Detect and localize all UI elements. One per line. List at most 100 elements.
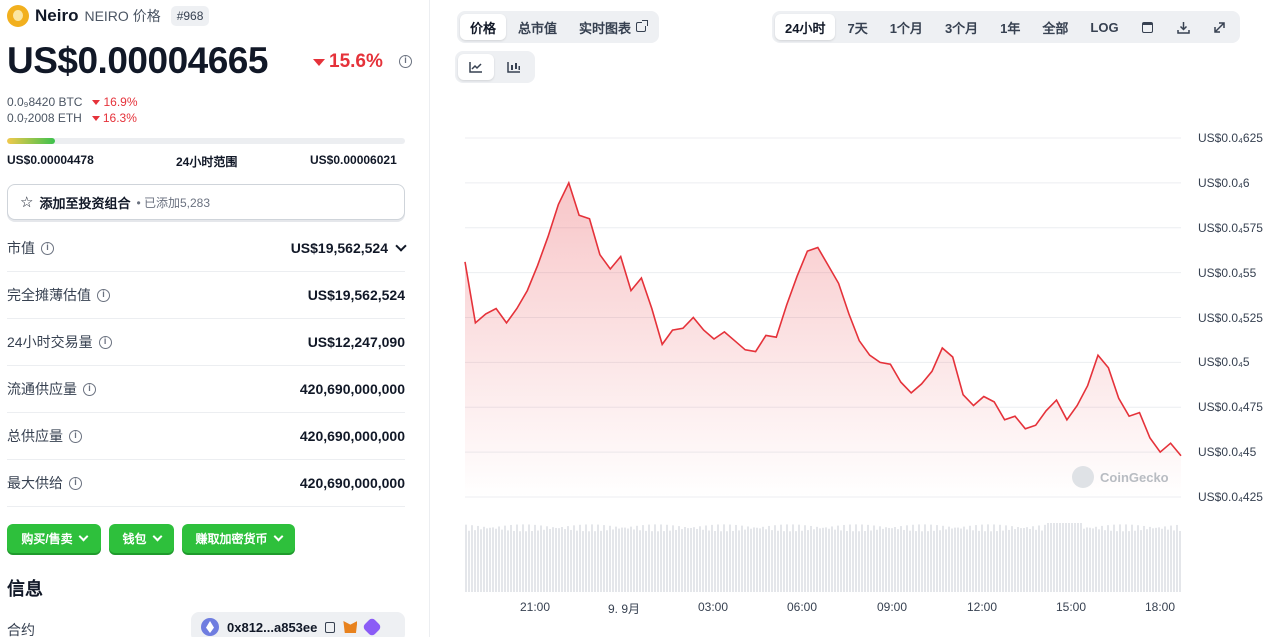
- tab-live-chart-label: 实时图表: [579, 20, 632, 36]
- range-3m[interactable]: 3个月: [935, 14, 988, 40]
- info-icon[interactable]: [98, 335, 112, 349]
- volume-bar: [693, 527, 695, 592]
- stat-row-total-supply: 总供应量 420,690,000,000: [7, 413, 405, 460]
- volume-bar: [780, 524, 782, 592]
- volume-bar: [813, 529, 815, 592]
- x-tick-label: 03:00: [697, 600, 729, 614]
- volume-bar: [657, 531, 659, 592]
- stat-value[interactable]: US$19,562,524: [291, 240, 407, 256]
- volume-bar: [486, 528, 488, 592]
- volume-bar: [549, 528, 551, 592]
- volume-bar: [615, 526, 617, 592]
- volume-bar: [1092, 528, 1094, 592]
- stat-label-text: 市值: [7, 240, 35, 256]
- earn-crypto-button[interactable]: 赚取加密货币: [182, 524, 295, 553]
- range-24h[interactable]: 24小时: [775, 14, 836, 40]
- add-to-portfolio-button[interactable]: ☆ 添加至投资组合 • 已添加5,283: [7, 184, 405, 220]
- candlestick-icon: [507, 62, 520, 73]
- volume-bar: [759, 528, 761, 592]
- volume-bar: [1065, 523, 1067, 592]
- volume-bar: [540, 525, 542, 592]
- volume-bar: [723, 524, 725, 592]
- volume-bar: [894, 526, 896, 592]
- tab-live-chart[interactable]: 实时图表: [569, 14, 656, 40]
- volume-bar: [825, 527, 827, 592]
- volume-bar: [570, 529, 572, 592]
- volume-bar: [1032, 526, 1034, 592]
- volume-bar: [477, 525, 479, 592]
- candlestick-toggle[interactable]: [496, 54, 532, 80]
- volume-bar: [1062, 523, 1064, 592]
- range-1m[interactable]: 1个月: [880, 14, 933, 40]
- price-change-value: 15.6%: [329, 51, 383, 72]
- price-chart[interactable]: US$0.0₄625 US$0.0₄6 US$0.0₄575 US$0.0₄55 US$…: [445, 95, 1276, 637]
- range-1y[interactable]: 1年: [990, 14, 1030, 40]
- fullscreen-button[interactable]: [1203, 14, 1237, 40]
- volume-bar: [483, 526, 485, 592]
- volume-bar: [546, 526, 548, 592]
- volume-bar: [879, 526, 881, 592]
- volume-bar: [600, 530, 602, 592]
- volume-bar: [714, 531, 716, 592]
- volume-bar: [1083, 528, 1085, 592]
- coin-header: Neiro NEIRO 价格 #968: [7, 5, 210, 27]
- volume-bar: [1089, 527, 1091, 592]
- volume-bar: [1017, 527, 1019, 592]
- volume-bar: [993, 524, 995, 592]
- volume-bar: [732, 530, 734, 592]
- line-chart-toggle[interactable]: [458, 54, 494, 80]
- volume-bar: [1149, 526, 1151, 592]
- volume-bar: [534, 524, 536, 592]
- volume-bar: [621, 527, 623, 592]
- price-chart-svg[interactable]: [445, 95, 1276, 637]
- volume-bar: [582, 531, 584, 592]
- volume-bar: [1125, 524, 1127, 592]
- info-icon[interactable]: [41, 241, 54, 255]
- volume-bar: [1077, 523, 1079, 592]
- range-high: US$0.00006021: [310, 153, 397, 167]
- calendar-button[interactable]: [1131, 14, 1165, 40]
- info-icon[interactable]: [69, 429, 82, 443]
- stat-value: 420,690,000,000: [299, 428, 405, 444]
- tab-price[interactable]: 价格: [460, 14, 507, 40]
- stat-row-market-cap: 市值 US$19,562,524: [7, 225, 407, 272]
- tab-market-cap[interactable]: 总市值: [508, 14, 567, 40]
- volume-bar: [729, 524, 731, 592]
- explorer-link-icon[interactable]: [362, 617, 383, 637]
- contract-address-pill[interactable]: 0x812...a853ee: [191, 612, 405, 637]
- range-log[interactable]: LOG: [1080, 14, 1128, 40]
- volume-bar: [960, 528, 962, 592]
- info-icon[interactable]: [83, 382, 96, 396]
- range-all[interactable]: 全部: [1032, 14, 1078, 40]
- price-info-icon[interactable]: [399, 55, 412, 68]
- range-7d[interactable]: 7天: [837, 14, 877, 40]
- info-icon[interactable]: [97, 288, 110, 302]
- volume-bar: [864, 531, 866, 592]
- volume-bar: [627, 528, 629, 592]
- volume-bar: [1038, 525, 1040, 592]
- price-down-icon: [313, 58, 325, 66]
- volume-bar: [816, 526, 818, 592]
- range-3m-label: 3个月: [944, 20, 979, 36]
- metamask-icon[interactable]: [343, 621, 358, 633]
- download-button[interactable]: [1167, 14, 1201, 40]
- volume-bar: [975, 525, 977, 592]
- info-icon[interactable]: [69, 476, 82, 490]
- volume-bar: [822, 527, 824, 592]
- volume-bar: [786, 524, 788, 592]
- info-section-title: 信息: [7, 579, 43, 599]
- volume-bar: [1140, 530, 1142, 592]
- volume-bar: [690, 527, 692, 592]
- copy-icon[interactable]: [325, 621, 336, 633]
- range-log-label: LOG: [1090, 19, 1119, 35]
- stat-label: 24小时交易量: [7, 332, 112, 352]
- volume-bar: [921, 531, 923, 592]
- volume-bar: [711, 524, 713, 592]
- wallet-button[interactable]: 钱包: [109, 524, 174, 553]
- volume-bar: [771, 530, 773, 592]
- volume-bar: [669, 530, 671, 592]
- buy-sell-button[interactable]: 购买/售卖: [7, 524, 101, 553]
- x-tick-label: 06:00: [786, 600, 818, 614]
- volume-bar: [1176, 524, 1178, 592]
- volume-bar: [588, 531, 590, 592]
